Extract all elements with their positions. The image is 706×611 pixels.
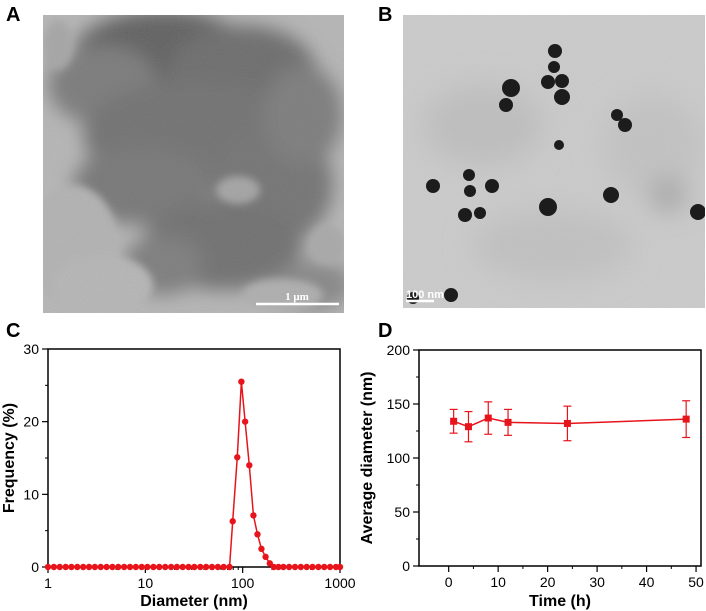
panel-letter-a: A: [6, 4, 21, 26]
chart-d-x-tick-label: 50: [688, 574, 704, 590]
chart-c-x-tick-label: 1: [44, 575, 52, 591]
chart-c-data-point: [115, 563, 122, 571]
chart-d-data-point: [484, 414, 492, 422]
chart-d-y-tick-label: 150: [387, 396, 411, 412]
chart-c-data-point: [315, 563, 322, 571]
chart-d-x-tick-label: 10: [490, 574, 506, 590]
chart-c-y-axis-label: Frequency (%): [1, 403, 18, 513]
chart-c-x-tick-label: 100: [231, 575, 255, 591]
chart-c-data-point: [280, 563, 287, 571]
chart-c-data-point: [62, 563, 69, 571]
chart-c-y-tick-label: 10: [23, 486, 39, 502]
chart-c-data-point: [285, 563, 293, 571]
chart-c-data-point: [74, 563, 81, 571]
chart-c-data-point: [270, 563, 278, 571]
chart-d-x-axis-label: Time (h): [529, 593, 591, 610]
chart-c-data-point: [91, 563, 99, 571]
chart-c-data-point: [179, 563, 186, 571]
chart-c-data-point: [250, 512, 257, 519]
chart-c-data-point: [138, 563, 145, 571]
chart-d-data-point: [682, 415, 690, 423]
chart-d-y-tick-label: 50: [394, 504, 410, 520]
chart-c-data-point: [297, 563, 305, 571]
chart-c-data-point: [126, 563, 134, 571]
chart-c-data-point: [68, 563, 75, 571]
chart-c-data-point: [234, 454, 241, 461]
chart-c-data-point: [303, 563, 310, 571]
chart-c-data-point: [85, 563, 93, 571]
chart-c-data-point: [326, 563, 334, 571]
chart-c-y-tick-label: 0: [31, 559, 39, 575]
chart-d-data-point: [464, 423, 472, 431]
chart-d-x-tick-label: 20: [540, 574, 556, 590]
chart-c-data-point: [220, 563, 227, 571]
chart-c-x-axis-label: Diameter (nm): [140, 593, 248, 610]
chart-c-data-point: [185, 563, 192, 571]
chart-c-data-point: [229, 518, 236, 525]
chart-c-data-point: [191, 563, 198, 571]
tem-image-b-drawing: 100 nm: [403, 15, 705, 308]
chart-c-data-point: [197, 563, 204, 571]
chart-c-data-point: [321, 563, 328, 571]
chart-c-data-point: [167, 563, 175, 571]
chart-d-x-tick-label: 30: [589, 574, 605, 590]
chart-c-data-point: [144, 563, 151, 571]
panel-letter-d: D: [378, 320, 393, 342]
tem-image-a-drawing: 1 μm: [43, 15, 344, 313]
chart-c-data-point: [214, 563, 222, 571]
chart-c-data-point: [309, 563, 316, 571]
chart-c-data-point: [50, 563, 58, 571]
chart-d-y-tick-label: 0: [402, 558, 410, 574]
chart-c-data-point: [109, 563, 116, 571]
chart-c-data-point: [132, 563, 140, 571]
chart-d: 0 10 20 30 40 50 0 50 100 150 200 Time (h) Average…: [359, 342, 704, 610]
chart-c-data-point: [258, 545, 265, 553]
chart-d-data-point: [563, 419, 571, 427]
chart-c-data-point: [275, 563, 282, 571]
chart-c-y-tick-label: 20: [23, 414, 39, 430]
chart-c-data-point: [80, 563, 87, 571]
scale-bar-a-label: 1 μm: [285, 291, 309, 303]
chart-c-data-point: [254, 531, 261, 538]
panel-letter-b: B: [378, 4, 393, 26]
chart-d-x-tick-label: 40: [639, 574, 655, 590]
chart-c-data-point: [162, 563, 169, 571]
chart-c-data-point: [226, 563, 233, 571]
chart-c-data-point: [156, 563, 163, 571]
chart-c-data-point: [56, 563, 63, 571]
chart-c-data-point: [150, 563, 157, 571]
chart-c-data-point: [97, 563, 104, 571]
chart-c-data-point: [173, 563, 181, 571]
chart-c-data-point: [291, 563, 299, 571]
chart-c: 1 10 100 1000 0 10 20 30 Diameter (nm) Frequenc…: [1, 341, 356, 610]
tem-image-a: 1 μm: [43, 15, 344, 313]
chart-c-data-point: [336, 563, 344, 571]
chart-c-data-point: [202, 563, 210, 571]
chart-c-data-point: [44, 563, 52, 571]
chart-d-x-tick-label: 0: [445, 574, 453, 590]
chart-d-y-tick-label: 100: [387, 450, 411, 466]
chart-c-data-point: [238, 378, 245, 385]
chart-d-frame: [418, 349, 702, 567]
chart-d-data-point: [504, 418, 512, 426]
tem-image-b: 100 nm: [403, 15, 705, 308]
chart-d-y-tick-label: 200: [387, 342, 411, 358]
chart-c-x-tick-label: 10: [138, 575, 154, 591]
chart-c-data-point: [246, 462, 253, 469]
chart-d-y-axis-label: Average diameter (nm): [359, 372, 376, 545]
chart-c-x-tick-label: 1000: [324, 575, 355, 591]
chart-c-data-point: [120, 563, 128, 571]
chart-c-series-line: [48, 381, 340, 568]
chart-c-data-point: [241, 418, 249, 425]
panel-letter-c: C: [6, 320, 21, 342]
chart-c-data-point: [103, 563, 110, 571]
chart-c-data-point: [262, 553, 269, 561]
chart-c-y-tick-label: 30: [23, 341, 39, 357]
chart-c-data-point: [208, 563, 216, 571]
chart-c-frame: [47, 348, 341, 568]
chart-d-data-point: [450, 417, 458, 425]
scale-bar-b-label: 100 nm: [406, 289, 444, 301]
